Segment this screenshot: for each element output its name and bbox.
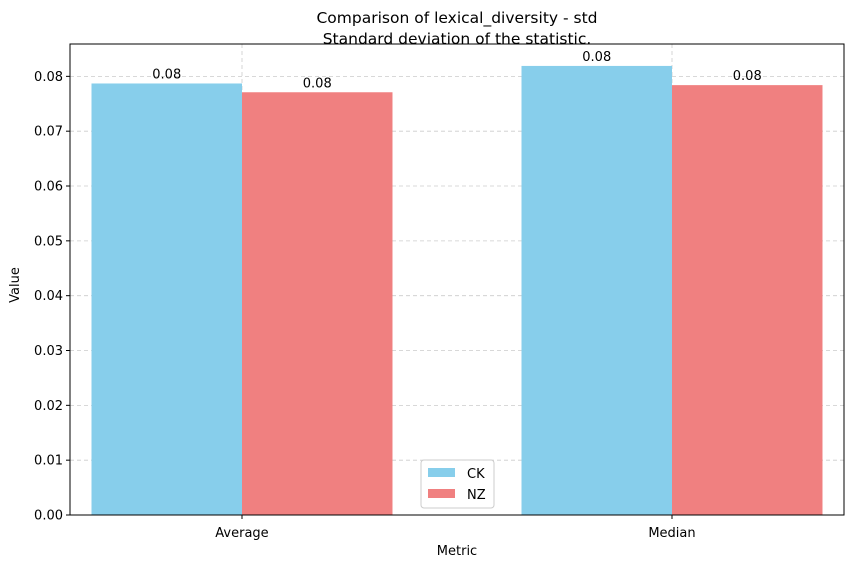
bar-ck: [521, 65, 672, 515]
plot-frame: [69, 43, 845, 516]
x-tick-label: Median: [648, 526, 695, 541]
y-tick-label: 0.02: [34, 399, 63, 414]
bar-value-label: 0.08: [582, 50, 611, 65]
legend-swatch-nz: [428, 489, 455, 498]
x-axis-label: Metric: [437, 544, 477, 559]
bar-nz: [672, 85, 823, 515]
bar-ck: [91, 83, 242, 516]
bar-nz: [242, 92, 393, 515]
legend-label-ck: CK: [467, 467, 485, 482]
chart-title: Comparison of lexical_diversity - std: [316, 9, 597, 28]
bar-value-label: 0.08: [303, 76, 332, 91]
y-tick-label: 0.03: [34, 344, 63, 359]
axis-ticks: 0.00 0.01 0.02 0.03 0.04 0.05 0.06 0.07 0.08 Aver…: [34, 70, 696, 541]
y-tick-label: 0.08: [34, 70, 63, 85]
y-tick-label: 0.05: [34, 234, 63, 249]
y-axis-label: Value: [8, 267, 23, 303]
legend-label-nz: NZ: [467, 488, 486, 503]
y-tick-label: 0.04: [34, 289, 63, 304]
bar-value-label: 0.08: [733, 69, 762, 84]
y-tick-label: 0.06: [34, 180, 63, 195]
bar-value-label: 0.08: [152, 67, 181, 82]
legend: CK NZ: [420, 459, 495, 509]
legend-swatch-ck: [428, 468, 455, 477]
y-tick-label: 0.01: [34, 454, 63, 469]
y-tick-label: 0.07: [34, 125, 63, 140]
x-tick-label: Average: [215, 526, 268, 541]
chart-subtitle: Standard deviation of the statistic.: [323, 30, 592, 48]
y-tick-label: 0.00: [34, 509, 63, 524]
bars: [91, 65, 823, 516]
bar-value-labels: 0.08 0.08 0.08 0.08: [152, 50, 761, 91]
